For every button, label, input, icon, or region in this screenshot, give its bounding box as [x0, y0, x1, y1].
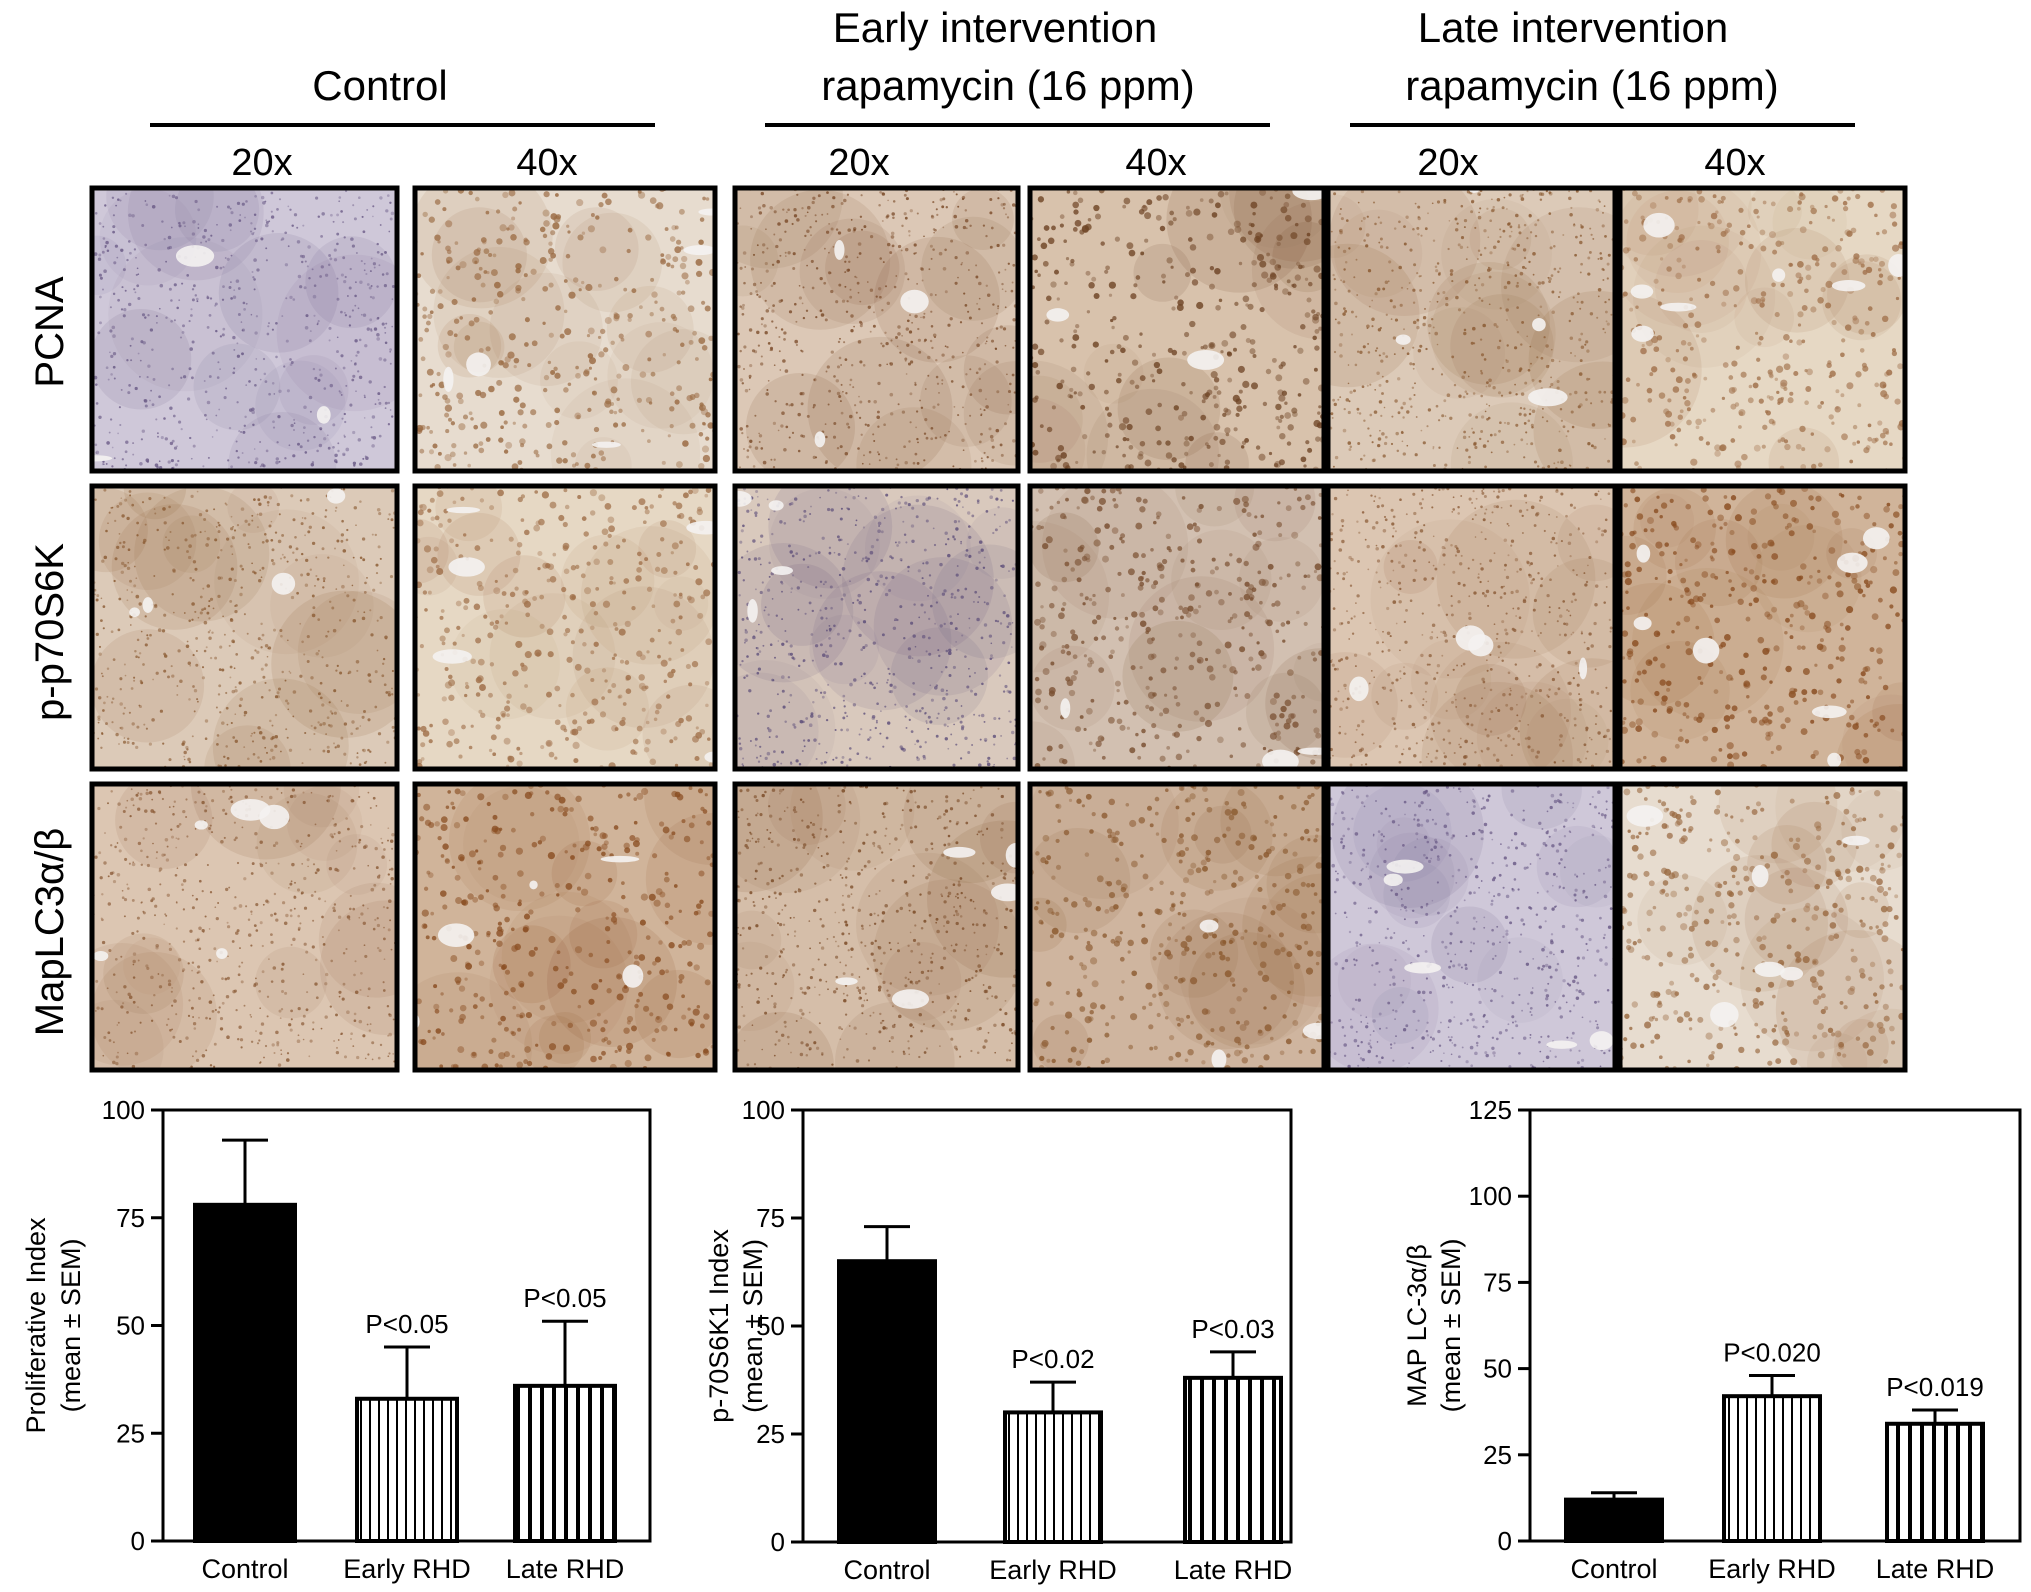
p-value-label: P<0.03 [1191, 1314, 1274, 1344]
y-axis-label: MAP LC-3α/β [1402, 1244, 1432, 1407]
bar-late-rhd [513, 1383, 617, 1543]
y-tick-label: 25 [116, 1418, 145, 1448]
x-tick-label: Control [201, 1554, 288, 1584]
y-tick-label: 125 [1469, 1095, 1512, 1125]
micrograph-p-p70s6k-late-40x [1617, 483, 1908, 772]
y-tick-label: 50 [1483, 1354, 1512, 1384]
p-value-label: P<0.05 [523, 1283, 606, 1313]
chart-2: 0 25 50 75 100 p-70S6K1 Index (mean ± SEM) Cont… [704, 1095, 1293, 1585]
micrograph-pcna-early-40x [1027, 185, 1327, 474]
micrograph-pcna-late-40x [1617, 185, 1908, 474]
mag-label-early-40x: 40x [1125, 142, 1186, 184]
stain-label-p-p70s6k: p-p70S6K [28, 543, 72, 721]
y-tick-label: 50 [116, 1311, 145, 1341]
mag-label-control-40x: 40x [516, 142, 577, 184]
y-axis-sublabel: (mean ± SEM) [738, 1239, 768, 1413]
bar-control [193, 1202, 297, 1543]
y-tick-label: 100 [1469, 1181, 1512, 1211]
mag-label-late-40x: 40x [1704, 142, 1765, 184]
y-axis-sublabel: (mean ± SEM) [56, 1239, 86, 1413]
micrograph-maplc3-late-40x [1617, 781, 1908, 1073]
mag-label-early-20x: 20x [828, 142, 889, 184]
stain-label-maplc3: MapLC3α/β [28, 828, 72, 1036]
micrograph-p-p70s6k-early-20x [732, 483, 1021, 772]
x-tick-label: Early RHD [343, 1554, 471, 1584]
micrograph-maplc3-early-40x [1027, 781, 1327, 1073]
x-tick-label: Control [1570, 1554, 1657, 1584]
bar-late-rhd [1885, 1421, 1985, 1543]
micrograph-maplc3-control-40x [412, 781, 718, 1073]
micrograph-pcna-control-40x [412, 185, 718, 474]
bar-control [1564, 1497, 1664, 1544]
group-title-early-line1: Early intervention [833, 4, 1158, 51]
y-tick-label: 0 [1498, 1526, 1512, 1556]
x-tick-label: Late RHD [1174, 1555, 1293, 1585]
y-tick-label: 0 [131, 1526, 145, 1556]
micrograph-p-p70s6k-early-40x [1027, 483, 1327, 772]
micrograph-p-p70s6k-late-20x [1325, 483, 1618, 772]
chart-3: 0 25 50 75 100 125 MAP LC-3α/β (mean ± SEM) Cont… [1402, 1095, 2022, 1584]
bar-early-rhd [1003, 1410, 1103, 1545]
y-tick-label: 75 [756, 1203, 785, 1233]
y-tick-label: 25 [756, 1419, 785, 1449]
x-tick-label: Early RHD [989, 1555, 1117, 1585]
x-tick-label: Late RHD [1876, 1554, 1995, 1584]
micrograph-maplc3-late-20x [1325, 781, 1618, 1073]
y-tick-label: 100 [742, 1095, 785, 1125]
micrograph-p-p70s6k-control-40x [412, 483, 718, 772]
mag-label-late-20x: 20x [1417, 142, 1478, 184]
p-value-label: P<0.019 [1886, 1372, 1984, 1402]
p-value-label: P<0.02 [1011, 1344, 1094, 1374]
y-tick-label: 75 [116, 1203, 145, 1233]
bar-early-rhd [1722, 1394, 1822, 1543]
group-title-late-line1: Late intervention [1418, 4, 1729, 51]
group-title-early-line2: rapamycin (16 ppm) [821, 62, 1194, 109]
p-value-label: P<0.05 [365, 1309, 448, 1339]
bar-early-rhd [355, 1396, 459, 1544]
micrograph-pcna-control-20x [89, 185, 400, 474]
y-tick-label: 75 [1483, 1267, 1512, 1297]
y-tick-label: 50 [756, 1311, 785, 1341]
y-tick-label: 0 [771, 1527, 785, 1557]
bar-late-rhd [1183, 1375, 1283, 1544]
micrograph-grid [89, 185, 1908, 1073]
p-value-label: P<0.020 [1723, 1337, 1821, 1367]
stain-label-pcna: PCNA [28, 276, 72, 387]
y-tick-label: 100 [102, 1095, 145, 1125]
y-tick-label: 25 [1483, 1440, 1512, 1470]
y-axis-sublabel: (mean ± SEM) [1436, 1239, 1466, 1413]
micrograph-pcna-late-20x [1325, 185, 1618, 474]
micrograph-p-p70s6k-control-20x [89, 483, 400, 772]
chart-1: 0 25 50 75 100 Proliferative Index (mean ± SEM… [21, 1095, 652, 1584]
x-tick-label: Late RHD [506, 1554, 625, 1584]
group-title-control: Control [312, 62, 447, 109]
y-axis-label: Proliferative Index [21, 1217, 51, 1434]
micrograph-maplc3-early-20x [732, 781, 1021, 1073]
group-title-late-line2: rapamycin (16 ppm) [1405, 62, 1778, 109]
micrograph-pcna-early-20x [732, 185, 1021, 474]
y-axis-label: p-70S6K1 Index [704, 1229, 734, 1423]
micrograph-maplc3-control-20x [89, 781, 400, 1073]
x-tick-label: Control [843, 1555, 930, 1585]
bar-control [837, 1259, 937, 1544]
mag-label-control-20x: 20x [231, 142, 292, 184]
x-tick-label: Early RHD [1708, 1554, 1836, 1584]
